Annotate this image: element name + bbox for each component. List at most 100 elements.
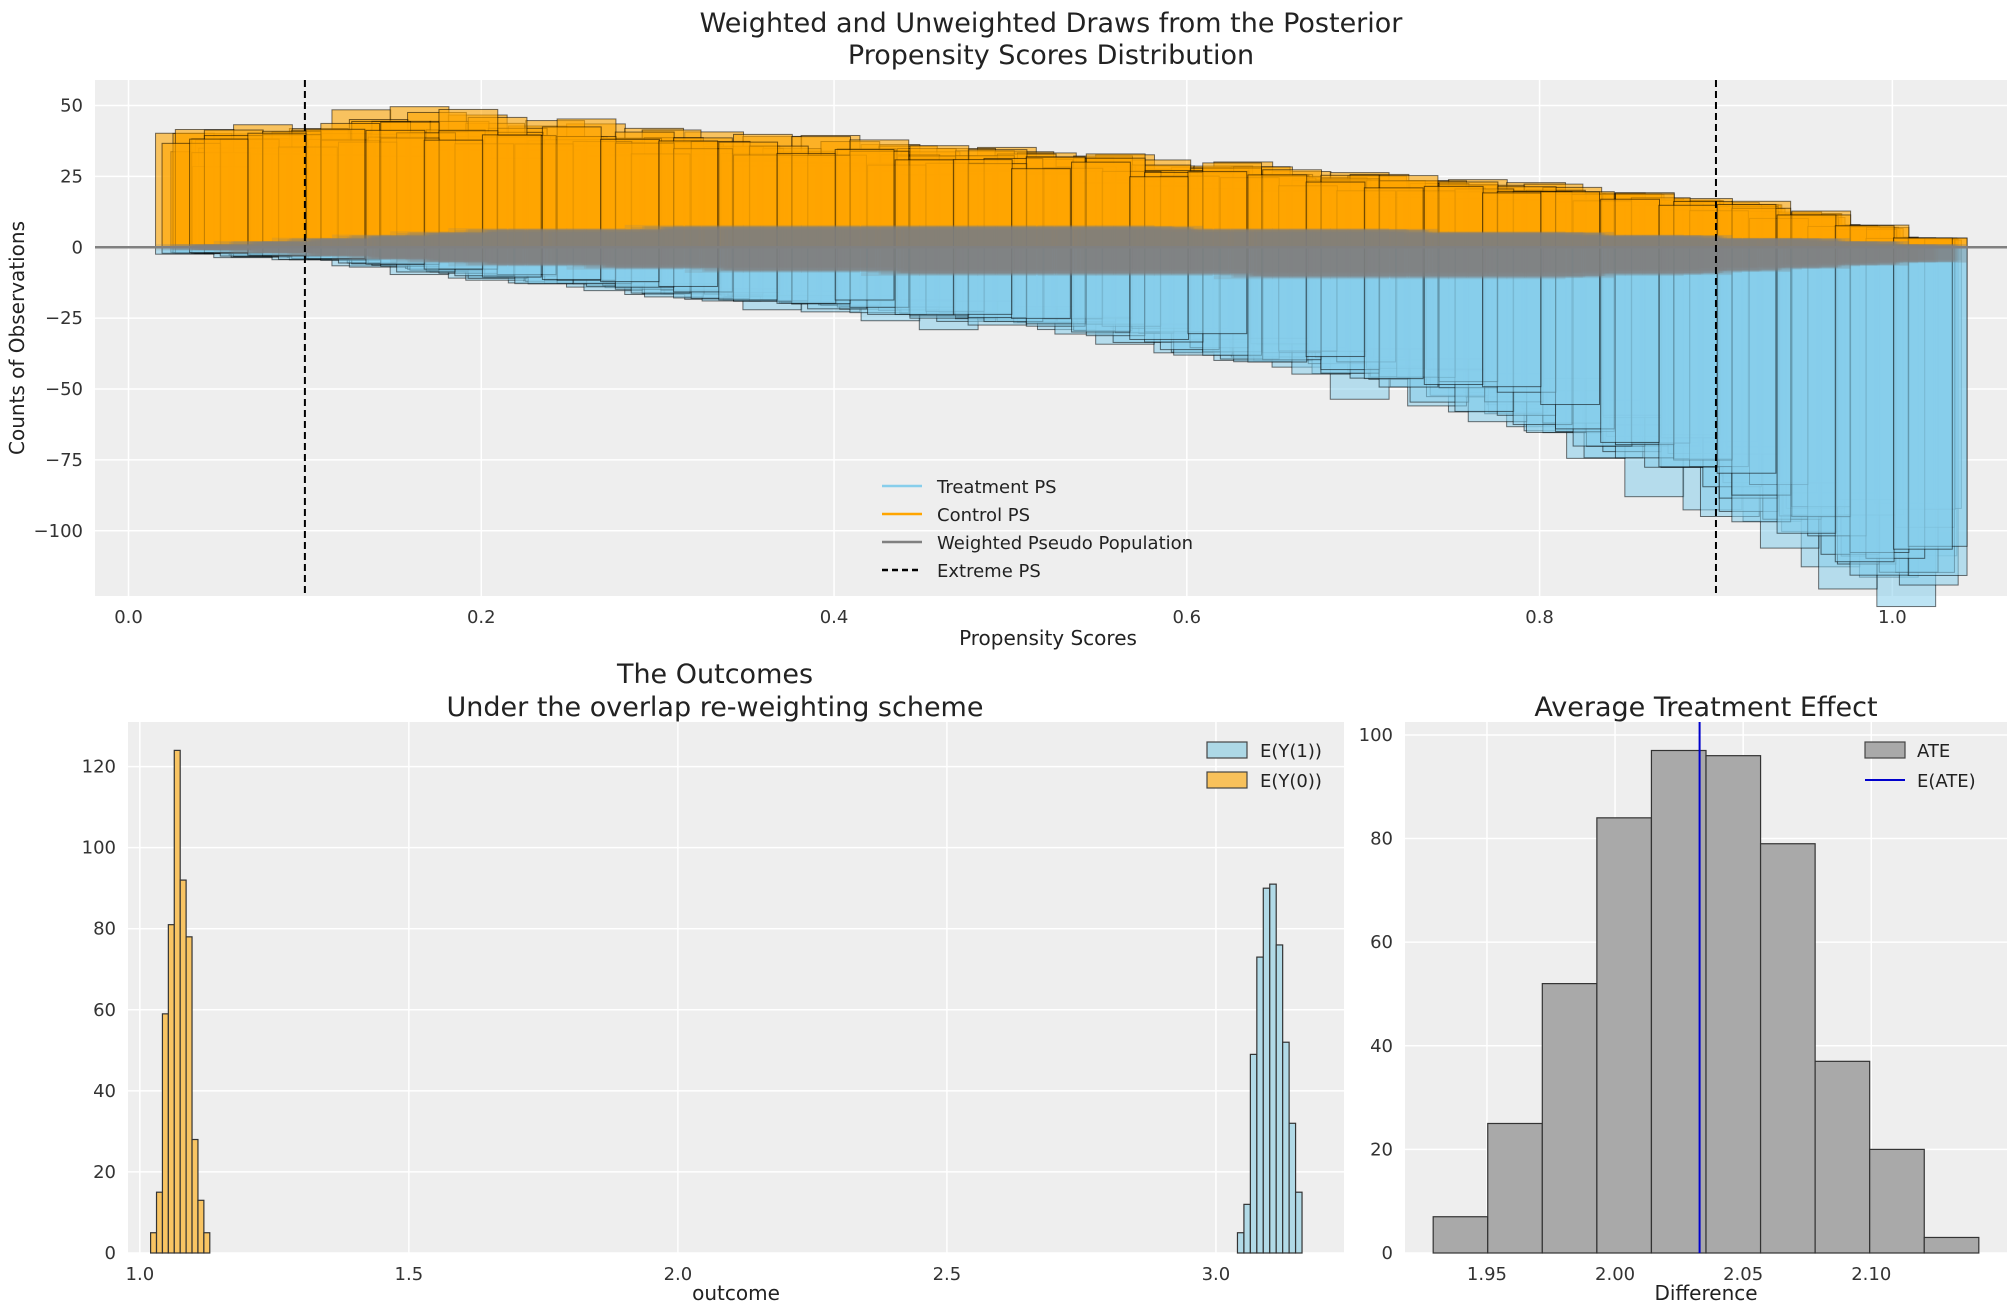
weighted-pseudo-population-bar — [175, 244, 235, 248]
weighted-pseudo-population-bar — [1250, 230, 1309, 248]
weighted-pseudo-population-bar — [1865, 244, 1925, 248]
weighted-pseudo-population-bar — [1584, 235, 1643, 248]
treatment-ps-bar — [834, 246, 895, 301]
weighted-pseudo-population-bar — [1895, 244, 1955, 248]
weighted-pseudo-population-bar — [1262, 229, 1322, 248]
weighted-pseudo-population-bar — [684, 224, 744, 248]
weighted-pseudo-population-bar — [1859, 247, 1919, 264]
weighted-pseudo-population-bar — [1250, 232, 1310, 248]
weighted-pseudo-population-bar — [839, 247, 899, 271]
weighted-pseudo-population-bar — [1306, 247, 1365, 277]
weighted-pseudo-population-bar — [1807, 241, 1867, 248]
weighted-pseudo-population-bar — [1202, 247, 1262, 275]
weighted-pseudo-population-bar — [700, 247, 759, 268]
treatment-ps-bar — [1011, 246, 1071, 319]
weighted-pseudo-population-bar — [1074, 247, 1134, 270]
weighted-pseudo-population-bar — [901, 247, 960, 274]
weighted-pseudo-population-bar — [1491, 234, 1551, 248]
ey0-bar — [185, 936, 193, 1254]
weighted-pseudo-population-bar — [901, 227, 960, 248]
weighted-pseudo-population-bar — [525, 228, 585, 248]
weighted-pseudo-population-bar — [1615, 247, 1675, 275]
weighted-pseudo-population-bar — [486, 230, 546, 248]
weighted-pseudo-population-bar — [1017, 227, 1077, 248]
weighted-pseudo-population-bar — [1017, 247, 1077, 274]
weighted-pseudo-population-bar — [366, 247, 425, 259]
weighted-pseudo-population-bar — [484, 229, 544, 248]
weighted-pseudo-population-bar — [606, 230, 666, 248]
weighted-pseudo-population-bar — [1020, 247, 1080, 271]
weighted-pseudo-population-bar — [1543, 234, 1603, 248]
weighted-pseudo-population-bar — [1485, 234, 1545, 248]
weighted-pseudo-population-bar — [1749, 238, 1809, 248]
legend-weighted-label: Weighted Pseudo Population — [937, 533, 1193, 554]
weighted-pseudo-population-bar — [1076, 227, 1135, 248]
weighted-pseudo-population-bar — [1026, 225, 1086, 248]
weighted-pseudo-population-bar — [791, 226, 851, 248]
weighted-pseudo-population-bar — [1262, 247, 1322, 278]
weighted-pseudo-population-bar — [407, 247, 467, 263]
ps-reference-lines — [303, 80, 1717, 596]
ate-ytick-label: 20 — [1370, 1139, 1393, 1160]
weighted-pseudo-population-bar — [371, 247, 431, 259]
weighted-pseudo-population-bar — [1850, 247, 1909, 266]
weighted-pseudo-population-bar — [1549, 234, 1609, 248]
ey1-bar — [1269, 883, 1277, 1254]
weighted-pseudo-population-bar — [430, 247, 489, 262]
weighted-pseudo-population-bar — [779, 230, 839, 248]
weighted-pseudo-population-bar — [1801, 247, 1861, 267]
weighted-pseudo-population-bar — [1484, 232, 1544, 248]
weighted-pseudo-population-bar — [191, 247, 251, 251]
weighted-pseudo-population-bar — [370, 235, 430, 248]
weighted-pseudo-population-bar — [762, 226, 822, 248]
weighted-pseudo-population-bar — [1426, 233, 1486, 248]
weighted-pseudo-population-bar — [1345, 231, 1405, 248]
weighted-pseudo-population-bar — [1102, 247, 1161, 273]
weighted-pseudo-population-bar — [1153, 228, 1213, 248]
weighted-pseudo-population-bar — [1262, 247, 1322, 279]
weighted-pseudo-population-bar — [1257, 247, 1316, 274]
weighted-pseudo-population-bar — [1584, 247, 1643, 275]
ate-legend: ATE E(ATE) — [1864, 741, 1976, 792]
weighted-pseudo-population-bar — [807, 247, 867, 271]
weighted-pseudo-population-bar — [1187, 247, 1247, 274]
weighted-pseudo-population-bar — [1026, 247, 1086, 275]
weighted-pseudo-population-bar — [727, 247, 787, 269]
weighted-pseudo-population-bar — [204, 247, 264, 251]
weighted-pseudo-population-bar — [1683, 237, 1742, 248]
weighted-pseudo-population-bar — [664, 227, 724, 248]
weighted-pseudo-population-bar — [1902, 244, 1962, 248]
weighted-pseudo-population-bar — [1086, 225, 1146, 248]
weighted-pseudo-population-bar — [1893, 247, 1953, 262]
weighted-pseudo-population-bar — [1424, 232, 1484, 248]
weighted-pseudo-population-bar — [338, 235, 398, 248]
weighted-pseudo-population-bar — [1468, 247, 1528, 278]
weighted-pseudo-population-bar — [984, 227, 1043, 248]
weighted-pseudo-population-bar — [1086, 247, 1146, 275]
weighted-pseudo-population-bar — [1463, 234, 1523, 248]
weighted-pseudo-population-bar — [1308, 229, 1368, 248]
weighted-pseudo-population-bar — [484, 230, 544, 248]
weighted-pseudo-population-bar — [660, 226, 720, 248]
control-ps-bar — [189, 138, 249, 248]
weighted-pseudo-population-bar — [1320, 229, 1380, 248]
weighted-pseudo-population-bar — [1187, 229, 1247, 248]
weighted-pseudo-population-bar — [1581, 236, 1641, 248]
weighted-pseudo-population-bar — [898, 247, 957, 270]
ate-bar — [1814, 1060, 1871, 1254]
weighted-pseudo-population-bar — [544, 230, 604, 248]
weighted-pseudo-population-bar — [231, 247, 290, 254]
weighted-pseudo-population-bar — [605, 247, 664, 268]
weighted-pseudo-population-bar — [1396, 247, 1456, 276]
control-ps-bar — [600, 138, 660, 248]
ps-xtick-label: 0.2 — [467, 607, 496, 628]
weighted-pseudo-population-bar — [194, 244, 253, 248]
treatment-ps-bar — [1658, 246, 1719, 468]
weighted-pseudo-population-bar — [1336, 247, 1396, 276]
weighted-pseudo-population-bar — [742, 247, 802, 273]
weighted-pseudo-population-bar — [925, 227, 985, 248]
weighted-pseudo-population-bar — [861, 224, 920, 248]
outcomes-title-line2: Under the overlap re-weighting scheme — [447, 692, 984, 723]
weighted-pseudo-population-bar — [1758, 247, 1818, 266]
weighted-pseudo-population-bar — [807, 227, 867, 248]
